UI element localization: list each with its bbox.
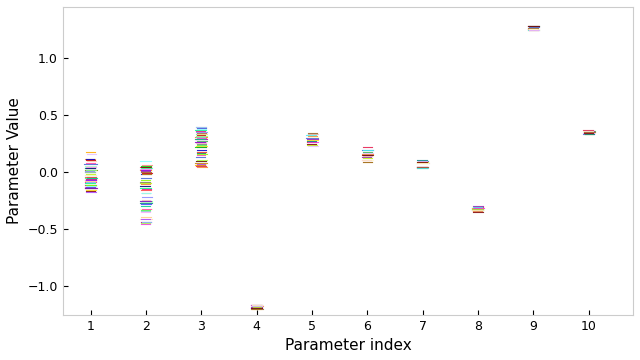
Y-axis label: Parameter Value: Parameter Value bbox=[7, 97, 22, 224]
X-axis label: Parameter index: Parameter index bbox=[285, 338, 412, 353]
